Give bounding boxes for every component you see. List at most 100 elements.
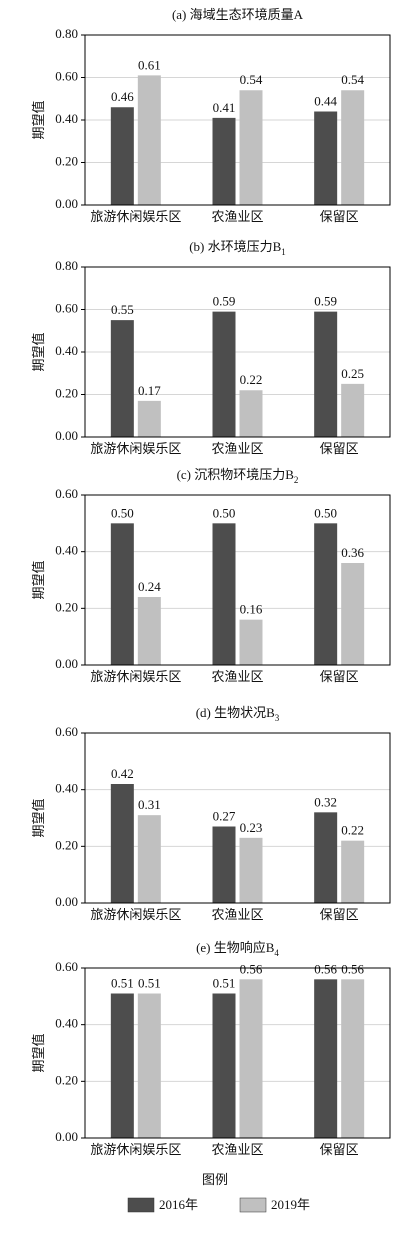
- value-label: 0.24: [138, 579, 161, 594]
- bar: [110, 107, 134, 205]
- y-tick-label: 0.20: [55, 153, 78, 168]
- bar: [212, 311, 236, 437]
- y-axis-label: 期望值: [31, 100, 46, 139]
- x-tick-label: 保留区: [320, 907, 359, 922]
- bar: [110, 320, 134, 437]
- chart-title-subscript: 1: [281, 247, 286, 257]
- legend-swatch: [127, 1197, 155, 1213]
- bar: [239, 90, 263, 205]
- y-tick-label: 0.60: [55, 724, 78, 739]
- value-label: 0.51: [213, 975, 236, 990]
- value-label: 0.27: [213, 808, 236, 823]
- plot-frame: [84, 266, 391, 438]
- x-tick-label: 旅游休闲娱乐区: [90, 209, 181, 224]
- x-tick-label: 旅游休闲娱乐区: [90, 1142, 181, 1157]
- bar: [314, 979, 338, 1138]
- legend-label: 2016年: [159, 1197, 198, 1212]
- chart-title: (a) 海域生态环境质量A: [172, 7, 304, 22]
- value-label: 0.59: [213, 294, 236, 309]
- chart-title-text: (d) 生物状况B: [196, 705, 275, 720]
- value-label: 0.44: [314, 93, 337, 108]
- y-tick-label: 0.20: [55, 599, 78, 614]
- value-label: 0.56: [314, 961, 337, 976]
- bar: [212, 826, 236, 903]
- value-label: 0.59: [314, 294, 337, 309]
- x-tick-label: 农渔业区: [211, 907, 263, 922]
- value-label: 0.17: [138, 383, 161, 398]
- bar: [212, 993, 236, 1138]
- x-tick-label: 保留区: [320, 209, 359, 224]
- y-tick-label: 0.40: [55, 543, 78, 558]
- y-axis-label: 期望值: [31, 798, 46, 837]
- chart-title-text: (a) 海域生态环境质量A: [172, 7, 304, 22]
- x-tick-label: 保留区: [320, 441, 359, 456]
- chart-title-text: (c) 沉积物环境压力B: [177, 467, 295, 482]
- bar: [137, 75, 161, 205]
- y-tick-label: 0.20: [55, 1072, 78, 1087]
- y-axis-label: 期望值: [31, 560, 46, 599]
- bar: [341, 840, 365, 903]
- value-label: 0.32: [314, 794, 337, 809]
- value-label: 0.16: [240, 602, 263, 617]
- plot-frame: [84, 732, 391, 904]
- bar: [239, 837, 263, 903]
- chart-title: (c) 沉积物环境压力B2: [177, 467, 299, 485]
- bar: [314, 311, 338, 437]
- chart-title: (d) 生物状况B3: [196, 705, 280, 723]
- value-label: 0.51: [138, 975, 161, 990]
- chart-title: (b) 水环境压力B1: [189, 239, 286, 257]
- y-tick-label: 0.00: [55, 656, 78, 671]
- value-label: 0.51: [111, 975, 134, 990]
- value-label: 0.42: [111, 766, 134, 781]
- bar: [341, 383, 365, 437]
- x-tick-label: 旅游休闲娱乐区: [90, 669, 181, 684]
- bar: [239, 979, 263, 1138]
- bar: [110, 523, 134, 665]
- value-label: 0.50: [111, 505, 134, 520]
- y-tick-label: 0.60: [55, 959, 78, 974]
- bar: [239, 390, 263, 437]
- value-label: 0.25: [341, 366, 364, 381]
- y-axis-label: 期望值: [31, 332, 46, 371]
- y-tick-label: 0.80: [55, 258, 78, 273]
- bar: [341, 979, 365, 1138]
- bar: [239, 619, 263, 665]
- x-tick-label: 旅游休闲娱乐区: [90, 907, 181, 922]
- bar: [314, 812, 338, 903]
- bar: [341, 90, 365, 205]
- bar: [212, 523, 236, 665]
- y-tick-label: 0.20: [55, 385, 78, 400]
- bar: [137, 597, 161, 665]
- value-label: 0.23: [240, 820, 263, 835]
- x-tick-label: 农渔业区: [211, 669, 263, 684]
- value-label: 0.50: [314, 505, 337, 520]
- legend-swatch: [239, 1197, 267, 1213]
- value-label: 0.55: [111, 302, 134, 317]
- value-label: 0.22: [240, 372, 263, 387]
- y-axis-label: 期望值: [31, 1033, 46, 1072]
- value-label: 0.61: [138, 57, 161, 72]
- plot-frame: [84, 494, 391, 666]
- value-label: 0.56: [341, 961, 364, 976]
- value-label: 0.31: [138, 797, 161, 812]
- x-tick-label: 保留区: [320, 1142, 359, 1157]
- chart-title-subscript: 2: [294, 475, 299, 485]
- value-label: 0.22: [341, 823, 364, 838]
- y-tick-label: 0.00: [55, 1129, 78, 1144]
- legend-title: 图例: [202, 1172, 228, 1187]
- chart-title: (e) 生物响应B4: [196, 940, 279, 958]
- plot-frame: [84, 34, 391, 206]
- y-tick-label: 0.60: [55, 68, 78, 83]
- bar: [110, 784, 134, 903]
- bar: [137, 993, 161, 1138]
- value-label: 0.56: [240, 961, 263, 976]
- x-tick-label: 农渔业区: [211, 209, 263, 224]
- y-tick-label: 0.40: [55, 111, 78, 126]
- x-tick-label: 保留区: [320, 669, 359, 684]
- y-tick-label: 0.60: [55, 486, 78, 501]
- value-label: 0.50: [213, 505, 236, 520]
- x-tick-label: 农渔业区: [211, 1142, 263, 1157]
- value-label: 0.36: [341, 545, 364, 560]
- value-label: 0.41: [213, 100, 236, 115]
